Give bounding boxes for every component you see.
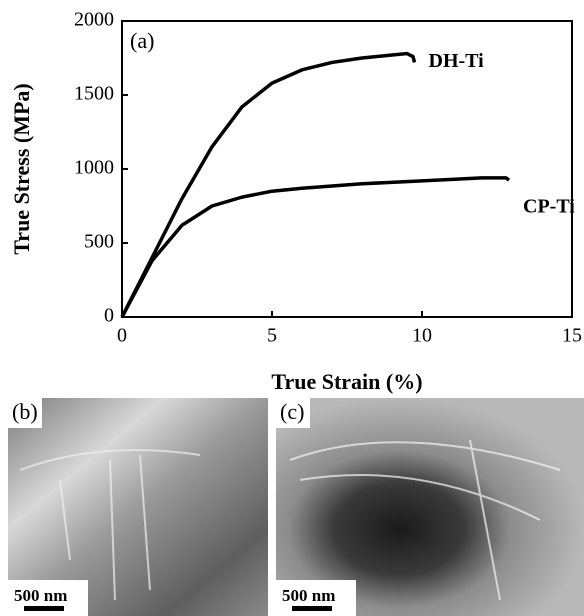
y-tick-label: 1000 — [74, 157, 114, 179]
panel-label: (c) — [280, 399, 304, 424]
x-tick-label: 15 — [562, 325, 582, 347]
sem-texture — [19, 449, 201, 601]
scale-bar-label: 500 nm — [282, 586, 335, 605]
series-line — [120, 51, 417, 318]
sem-image — [276, 398, 584, 616]
panel-label: (b) — [12, 399, 38, 424]
y-tick-label: 0 — [104, 305, 114, 327]
label-box — [8, 398, 42, 428]
series-label: CP-Ti — [523, 196, 575, 218]
sem-image — [8, 398, 268, 616]
plot-frame — [121, 20, 573, 318]
chart: 0 5 10 15 0 500 1000 1500 2000 True Strain (%) Tru… — [9, 9, 582, 394]
y-axis-label: True Stress (MPa) — [9, 83, 34, 254]
series-line — [120, 176, 511, 318]
y-tick-label: 2000 — [74, 9, 114, 31]
scale-bar-label: 500 nm — [14, 586, 67, 605]
x-axis-label: True Strain (%) — [271, 369, 422, 394]
sem-texture — [289, 439, 561, 601]
annotation: (a) — [130, 28, 154, 53]
scale-bar — [24, 606, 64, 611]
panel-b: (b) 500 nm — [8, 398, 268, 616]
panel-c: (c) 500 nm — [276, 398, 584, 616]
x-tick-label: 5 — [267, 325, 277, 347]
x-tick-label: 0 — [117, 325, 127, 347]
series-label: DH-Ti — [429, 50, 485, 72]
y-tick-label: 1500 — [74, 83, 114, 105]
x-tick-label: 10 — [412, 325, 432, 347]
label-box — [276, 398, 310, 428]
scale-bar — [292, 606, 332, 611]
y-tick-label: 500 — [84, 231, 114, 253]
